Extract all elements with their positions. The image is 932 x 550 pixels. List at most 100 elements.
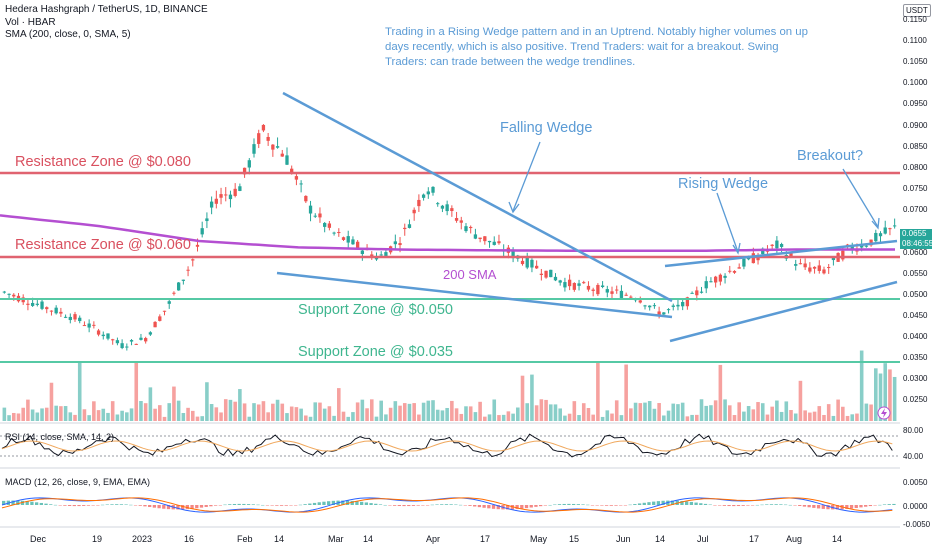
volume-bar — [793, 413, 798, 421]
macd-histogram-bar — [685, 501, 689, 505]
candle-body — [290, 168, 294, 173]
volume-bar — [54, 405, 58, 421]
candle-body — [360, 250, 365, 255]
price-axis[interactable]: USDT 0.1150 0.1100 0.1050 0.1000 0.0950 0.090… — [900, 0, 932, 550]
volume-bar — [214, 407, 219, 421]
last-price-value: 0.0655 — [902, 229, 927, 238]
volume-bar — [501, 414, 506, 421]
candle-body — [638, 300, 642, 303]
volume-bar — [525, 403, 530, 421]
macd-histogram-bar — [392, 505, 397, 506]
volume-bar — [624, 364, 628, 421]
macd-histogram-bar — [407, 505, 411, 507]
macd-histogram-bar — [110, 504, 114, 505]
candle-body — [195, 244, 200, 247]
volume-bar — [426, 400, 431, 421]
volume-bar — [713, 400, 718, 421]
volume-bar — [506, 411, 511, 421]
candle-body — [96, 330, 101, 335]
candle-body — [440, 205, 445, 209]
volume-bar — [577, 415, 581, 421]
price-tick: 0.0900 — [903, 121, 928, 130]
candle-body — [761, 248, 765, 255]
candle-body — [737, 267, 741, 269]
macd-histogram-bar — [162, 505, 166, 509]
volume-bar — [878, 373, 883, 421]
macd-histogram-bar — [892, 503, 896, 505]
macd-histogram-bar — [251, 504, 255, 505]
macd-histogram-bar — [124, 504, 128, 505]
macd-histogram-bar — [595, 505, 599, 506]
volume-bar — [841, 406, 845, 421]
sma-legend[interactable]: SMA (200, close, 0, SMA, 5) — [5, 29, 131, 40]
candle-body — [567, 279, 572, 287]
candle-body — [144, 338, 148, 342]
rsi-legend[interactable]: RSI (14, close, SMA, 14, 2) — [5, 432, 115, 442]
volume-bar — [600, 416, 605, 421]
macd-histogram-bar — [548, 504, 552, 506]
price-chart[interactable] — [0, 0, 900, 530]
macd-histogram-bar — [722, 505, 727, 506]
volume-bar — [685, 416, 690, 421]
macd-histogram-bar — [53, 504, 58, 506]
volume-bar — [591, 414, 595, 421]
currency-badge[interactable]: USDT — [903, 4, 931, 17]
volume-bar — [21, 407, 25, 421]
candle-body — [888, 228, 892, 230]
candle-body — [624, 294, 628, 296]
volume-bar — [737, 402, 741, 421]
volume-bar — [172, 386, 176, 421]
candle-body — [426, 191, 430, 195]
breakout-arrow — [842, 168, 879, 228]
macd-histogram-bar — [642, 502, 646, 505]
candle-body — [765, 250, 770, 252]
volume-bar — [388, 407, 393, 421]
support-035-label: Support Zone @ $0.035 — [298, 344, 453, 360]
volume-bar — [233, 401, 237, 421]
candle-body — [596, 284, 600, 295]
macd-histogram-bar — [232, 503, 237, 505]
breakout-label: Breakout? — [797, 148, 864, 164]
macd-histogram-bar — [821, 505, 825, 509]
volume-legend[interactable]: Vol · HBAR — [5, 17, 56, 28]
macd-histogram-bar — [694, 502, 698, 505]
macd-histogram-bar — [34, 502, 39, 505]
volume-bar — [657, 403, 661, 421]
macd-histogram-bar — [82, 505, 86, 506]
time-tick: Mar — [328, 534, 344, 544]
volume-bar — [35, 412, 40, 421]
volume-bar — [459, 413, 464, 421]
volume-bar — [534, 405, 539, 421]
candle-body — [238, 186, 242, 191]
volume-bar — [101, 408, 106, 421]
time-tick: 14 — [274, 534, 285, 544]
candle-body — [214, 198, 218, 204]
volume-bar — [393, 401, 398, 421]
macd-legend[interactable]: MACD (12, 26, close, 9, EMA, EMA) — [5, 477, 151, 487]
candle-body — [49, 310, 54, 312]
macd-histogram-bar — [199, 505, 204, 508]
time-tick: 16 — [184, 534, 195, 544]
macd-histogram-bar — [769, 504, 774, 505]
price-tick: 0.0350 — [903, 353, 928, 362]
volume-bar — [407, 403, 412, 421]
candle-body — [191, 259, 195, 261]
macd-histogram-bar — [331, 500, 336, 505]
bar-countdown: 08:46:55 — [902, 239, 932, 248]
rising-wedge-lower — [669, 280, 898, 343]
candle-body — [728, 270, 732, 272]
candle-body — [864, 245, 869, 247]
candle-body — [92, 324, 96, 326]
candle-body — [629, 296, 633, 298]
macd-axis-zero: 0.0000 — [903, 502, 928, 511]
symbol-title[interactable]: Hedera Hashgraph / TetherUS, 1D, BINANCE — [5, 4, 208, 15]
macd-histogram-bar — [67, 505, 72, 506]
rsi-line — [1, 433, 893, 458]
macd-histogram-bar — [397, 505, 401, 507]
candle-body — [652, 305, 657, 307]
time-tick: 14 — [363, 534, 374, 544]
macd-histogram-bar — [16, 500, 20, 505]
price-tick: 0.1050 — [903, 57, 928, 66]
volume-bar — [440, 410, 445, 421]
candle-body — [421, 194, 426, 198]
